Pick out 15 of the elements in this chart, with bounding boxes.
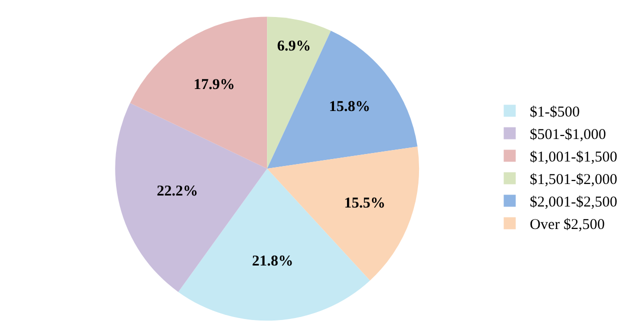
legend-label: Over $2,500 (530, 217, 605, 234)
legend-label: $1,001-$1,500 (530, 150, 618, 166)
legend-label: $1-$500 (530, 104, 580, 121)
data-label: 17.9% (194, 76, 235, 93)
data-label: 21.8% (252, 254, 294, 270)
data-label: 15.5% (344, 195, 386, 212)
legend-label: $1,501-$2,000 (530, 172, 618, 188)
data-label: 6.9% (277, 38, 311, 54)
legend-label: $501-$1,000 (530, 127, 606, 144)
legend-label: $2,001-$2,500 (530, 194, 618, 211)
pie-slice (267, 16, 331, 169)
data-label: 15.8% (328, 99, 370, 116)
pie-slice (130, 16, 268, 169)
pie-slice (267, 30, 418, 169)
data-label: 22.2% (156, 184, 198, 200)
